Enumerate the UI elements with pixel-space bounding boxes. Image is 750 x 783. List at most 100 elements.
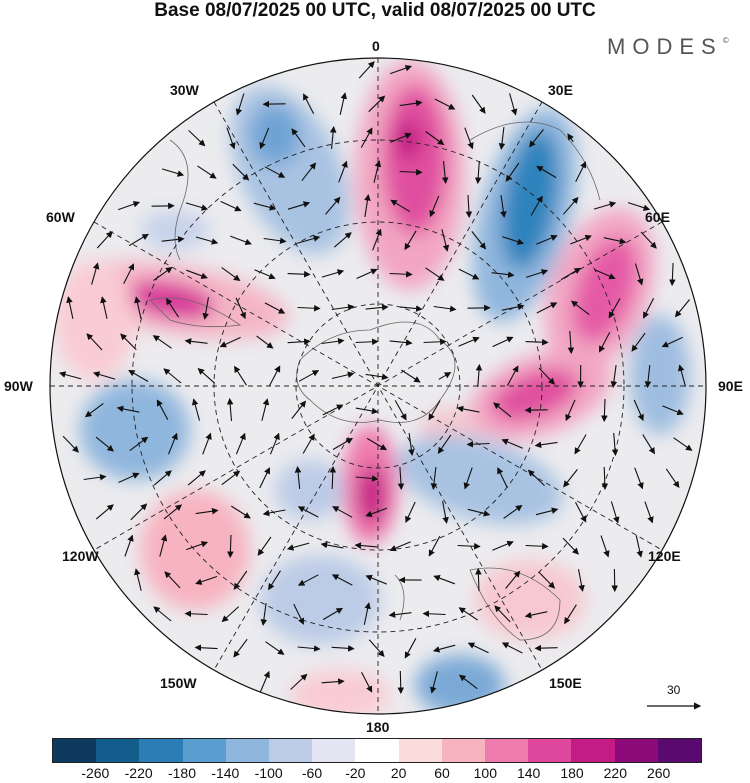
wind-vector: [389, 541, 411, 552]
wind-vector: [390, 199, 411, 213]
wind-vector: [195, 575, 218, 585]
wind-vector: [372, 228, 382, 251]
wind-vector: [194, 644, 218, 651]
wind-vector: [186, 541, 209, 551]
wind-vector: [509, 93, 518, 116]
wind-vector: [432, 644, 456, 653]
colorbar-swatch: [657, 739, 702, 762]
wind-vector: [264, 302, 286, 314]
wind-vector: [506, 365, 519, 386]
colorbar-swatch: [53, 739, 97, 762]
wind-vector: [534, 441, 558, 449]
wind-vector: [404, 638, 417, 659]
wind-vector: [191, 398, 201, 421]
colorbar-swatch: [441, 739, 486, 762]
positive-anomaly: [55, 260, 135, 380]
wind-vector: [231, 505, 251, 519]
wind-vector: [355, 338, 379, 346]
wind-vector: [291, 400, 307, 419]
wind-vector: [226, 127, 236, 150]
lon-label-120e: 120E: [648, 548, 681, 564]
wind-vector: [202, 432, 212, 455]
colorbar-tick-label: 220: [603, 765, 628, 781]
wind-vector: [360, 127, 373, 148]
wind-vector: [467, 508, 491, 517]
lon-label-90e: 90E: [718, 378, 743, 394]
wind-vector: [538, 367, 555, 385]
wind-vector: [498, 127, 506, 150]
negative-anomaly: [397, 435, 563, 525]
wind-vector: [197, 165, 217, 179]
wind-vector: [501, 303, 525, 311]
wind-vector: [269, 432, 280, 455]
wind-vector: [430, 467, 438, 490]
positive-anomaly-core: [394, 120, 422, 160]
colorbar-swatch: [528, 739, 572, 762]
wind-vector: [227, 534, 234, 559]
colorbar-tick-label: 100: [473, 765, 498, 781]
wind-vector: [433, 575, 456, 585]
wind-vector: [301, 162, 317, 182]
wind-vector: [674, 299, 691, 318]
wind-vector: [294, 466, 302, 489]
colorbar-swatch: [312, 739, 356, 762]
positive-anomaly-core: [358, 465, 386, 525]
wind-vector: [640, 231, 657, 249]
wind-vector: [221, 606, 240, 623]
wind-vector: [525, 338, 549, 346]
wind-vector: [465, 194, 473, 219]
colorbar-swatch: [182, 739, 226, 762]
wind-vector: [329, 126, 337, 149]
wind-vector: [634, 467, 644, 490]
wind-vector: [322, 607, 344, 621]
wind-vector: [187, 470, 206, 486]
lon-label-60e: 60E: [645, 209, 670, 225]
lon-label-90w: 90W: [4, 378, 33, 394]
wind-vector: [437, 434, 452, 455]
wind-vector: [598, 332, 611, 353]
wind-vector: [466, 440, 490, 448]
wind-vector: [161, 236, 185, 243]
positive-anomaly: [475, 560, 585, 640]
positive-anomaly: [492, 369, 578, 421]
wind-vector: [83, 473, 107, 481]
wind-vector: [570, 300, 590, 316]
wind-vector: [153, 266, 173, 281]
wind-vector: [373, 160, 382, 183]
wind-vector: [164, 571, 181, 589]
negative-anomaly: [250, 105, 300, 165]
wind-vector: [321, 678, 345, 685]
wind-vector: [399, 168, 423, 176]
wind-vector: [184, 338, 208, 345]
wind-vector: [230, 235, 252, 246]
wind-vector: [475, 363, 483, 388]
wind-vector: [355, 407, 379, 415]
wind-vector: [202, 297, 210, 320]
wind-vector: [197, 367, 216, 384]
wind-vector: [673, 437, 693, 451]
negative-anomaly: [275, 460, 345, 520]
wind-vector: [263, 237, 287, 245]
wind-vector: [321, 269, 345, 278]
wind-vector: [464, 127, 474, 150]
wind-vector: [354, 542, 378, 549]
wind-vector: [331, 574, 353, 586]
wind-vector: [644, 501, 654, 524]
wind-vector: [130, 503, 148, 521]
wind-vector: [536, 165, 557, 179]
colorbar-tick-label: -180: [167, 765, 197, 781]
colorbar-tick-label: -60: [301, 765, 323, 781]
wind-vector: [633, 399, 644, 422]
wind-vector: [365, 574, 388, 585]
wind-vector: [235, 93, 245, 116]
wind-vector: [662, 405, 684, 416]
wind-vector: [471, 94, 486, 114]
wind-vector: [233, 570, 248, 590]
wind-vector: [390, 65, 413, 75]
wind-vector: [458, 268, 480, 280]
wind-vector: [226, 397, 234, 422]
negative-anomaly: [80, 380, 190, 480]
wind-vector: [332, 506, 353, 518]
positive-anomaly: [572, 237, 638, 343]
wind-vector: [262, 509, 286, 517]
